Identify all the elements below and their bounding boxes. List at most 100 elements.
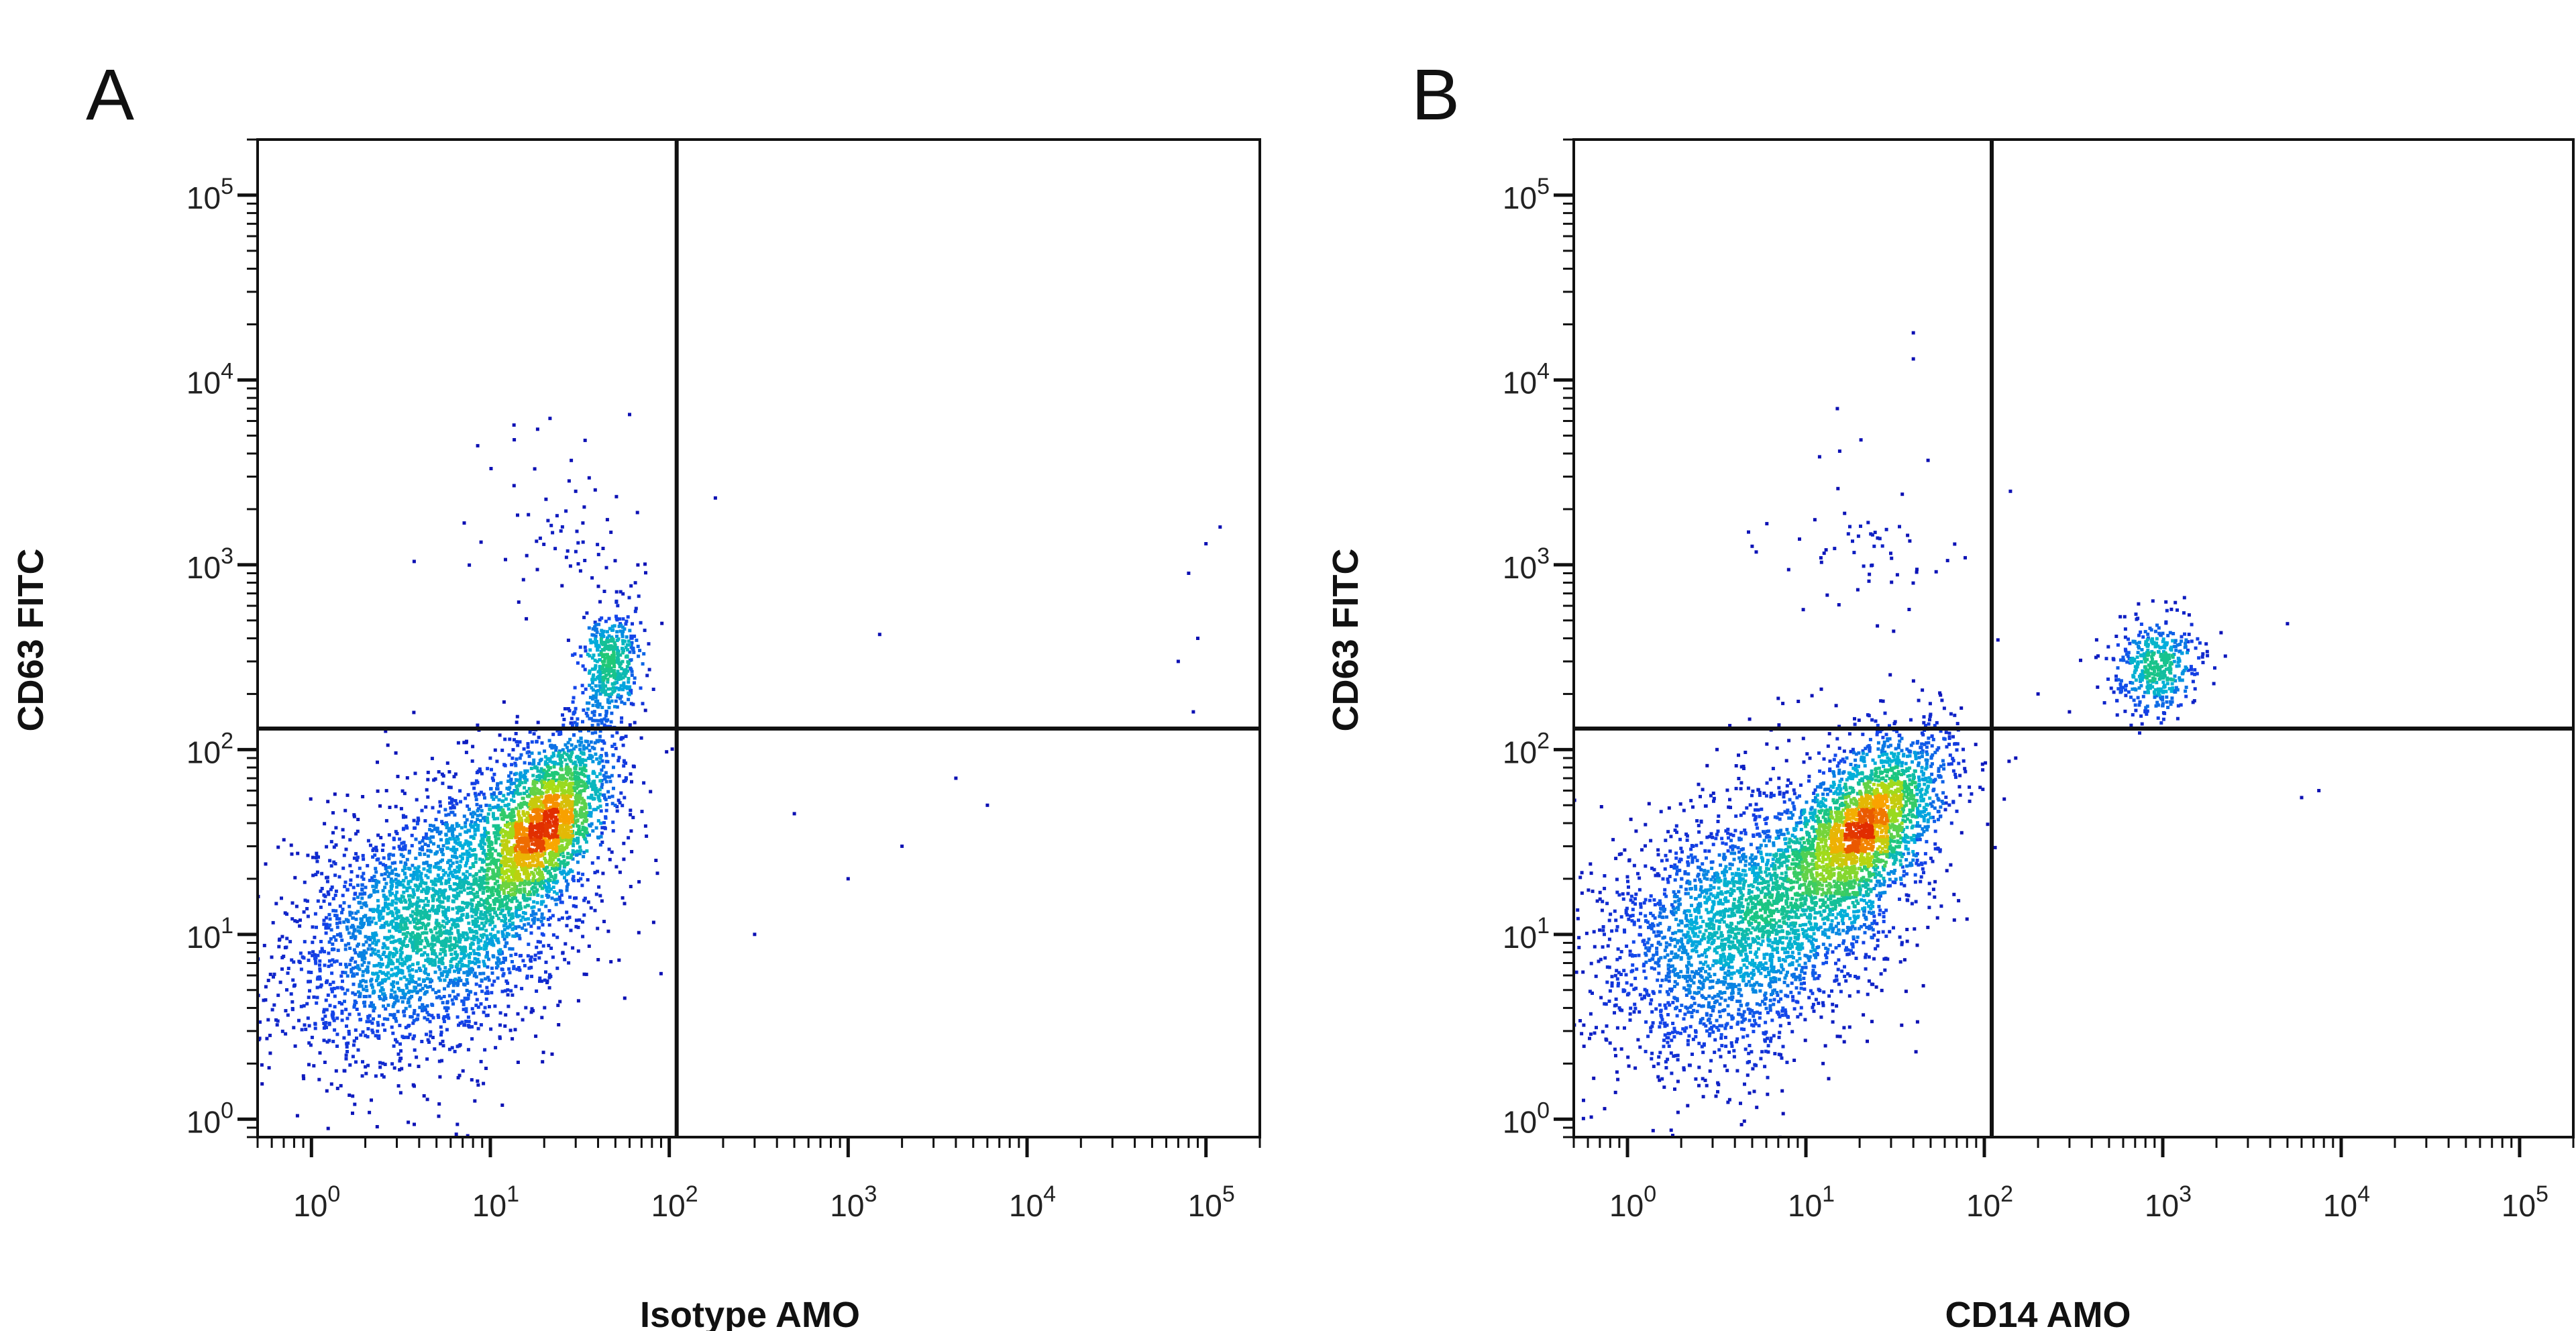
data-point [533,953,537,957]
data-point [309,797,313,801]
data-point [584,711,588,715]
data-point [600,841,604,844]
data-point [605,802,609,806]
data-point [448,936,452,940]
data-point [461,878,464,882]
data-point [466,804,470,808]
data-point [329,1082,333,1086]
data-point [596,553,600,557]
data-point [429,947,433,951]
data-point [479,939,483,943]
data-point [540,912,544,916]
data-point [600,616,604,620]
data-point [591,780,595,784]
data-point [345,988,350,992]
data-point [484,914,488,918]
data-point [416,940,420,943]
data-point [506,868,510,872]
data-point [491,806,495,810]
data-point [521,810,525,814]
data-point [615,618,619,622]
data-point [629,645,633,649]
data-point [376,939,380,943]
data-point [574,798,578,802]
data-point [549,947,553,950]
data-point [511,824,515,829]
data-point [495,880,499,884]
data-point [410,914,414,918]
data-point [533,851,537,855]
data-point [374,971,378,975]
data-point [629,636,633,640]
data-point [582,812,586,816]
data-point [455,860,459,864]
data-point [530,807,534,811]
data-point [437,1059,441,1063]
data-point [590,681,594,685]
data-point [509,865,513,869]
data-point [615,809,619,813]
data-point [559,788,564,792]
data-point [441,939,445,943]
data-point [479,910,483,914]
data-point [515,784,519,788]
data-point [557,1023,561,1026]
data-point [437,904,441,908]
data-point [372,1009,376,1013]
data-point [392,939,396,943]
data-point [413,884,417,887]
data-point [643,562,647,566]
data-point [635,511,639,515]
data-point [448,801,451,805]
data-point [605,663,609,668]
data-point [490,792,494,796]
data-point [510,833,514,836]
data-point [465,933,469,937]
data-point [591,829,595,833]
data-point [602,820,606,824]
data-point [371,951,375,955]
data-point [338,904,342,908]
data-point [512,878,516,882]
data-point [520,781,524,785]
data-point [594,696,598,700]
data-point [441,956,445,960]
data-point [508,906,513,910]
data-point [526,745,530,749]
data-point [523,905,527,909]
data-point [531,912,535,916]
data-point [482,881,486,885]
data-point [431,951,435,955]
data-point [322,1021,326,1025]
data-point [604,684,608,688]
data-point [581,691,585,695]
data-point [550,866,554,870]
data-point [409,1015,413,1019]
data-point [402,792,407,796]
data-point [386,874,390,878]
data-point [484,829,488,833]
data-point [470,914,474,918]
data-point [615,731,619,735]
data-point [506,879,511,883]
data-point [568,708,572,712]
data-point [574,812,578,816]
data-point [476,952,480,956]
data-point [305,899,309,903]
data-point [416,990,420,994]
data-point [498,1011,502,1015]
data-point [270,955,274,959]
data-point [452,922,456,926]
data-point [398,883,402,887]
data-point [386,743,390,747]
data-point [410,941,414,945]
data-point [543,777,547,781]
data-point [331,897,335,901]
data-point [398,948,402,952]
data-point [538,976,542,980]
data-point [466,859,470,863]
data-point [280,896,283,900]
data-point [624,671,628,675]
data-point [500,884,504,888]
data-point [384,895,388,899]
